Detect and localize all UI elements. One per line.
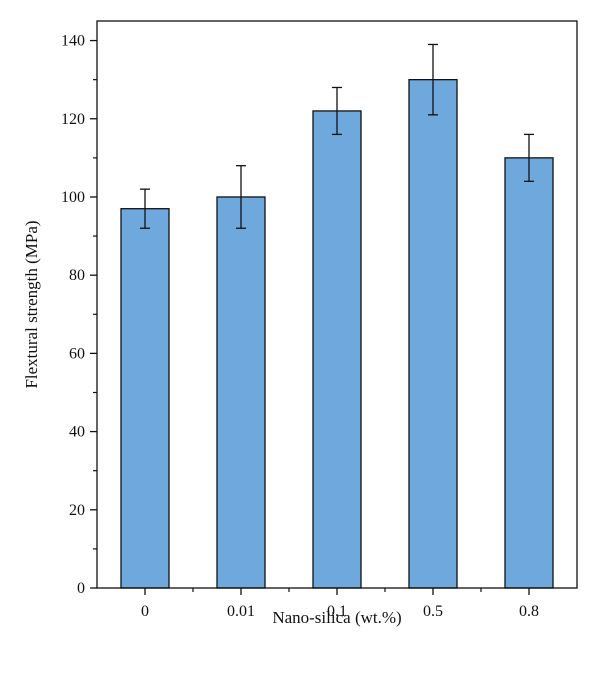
x-tick-label: 0.1	[327, 603, 347, 620]
y-tick-label: 60	[69, 345, 85, 362]
y-axis-ticks: 0 20 40 60 80 100 120 140	[61, 33, 97, 597]
error-bars	[140, 43, 534, 229]
y-tick-label: 100	[61, 189, 85, 206]
y-axis-title: Flextural strength (MPa)	[22, 220, 41, 388]
y-tick-label: 20	[69, 502, 85, 519]
y-tick-label: 140	[61, 33, 85, 50]
bar	[120, 208, 170, 589]
bar	[216, 196, 266, 589]
x-tick-label: 0.8	[519, 603, 539, 620]
x-tick-label: 0	[141, 603, 149, 620]
x-axis-ticks: 0 0.01 0.1 0.5 0.8	[141, 588, 539, 620]
bars	[120, 79, 554, 589]
bar	[504, 157, 554, 589]
plot-frame	[96, 20, 578, 589]
y-tick-label: 0	[77, 580, 85, 597]
x-tick-label: 0.01	[227, 603, 255, 620]
y-tick-label: 40	[69, 424, 85, 441]
x-axis-title: Nano-silica (wt.%)	[272, 608, 401, 627]
bar	[312, 110, 362, 589]
y-tick-label: 80	[69, 267, 85, 284]
x-tick-label: 0.5	[423, 603, 443, 620]
y-tick-label: 120	[61, 111, 85, 128]
bar	[408, 79, 458, 589]
